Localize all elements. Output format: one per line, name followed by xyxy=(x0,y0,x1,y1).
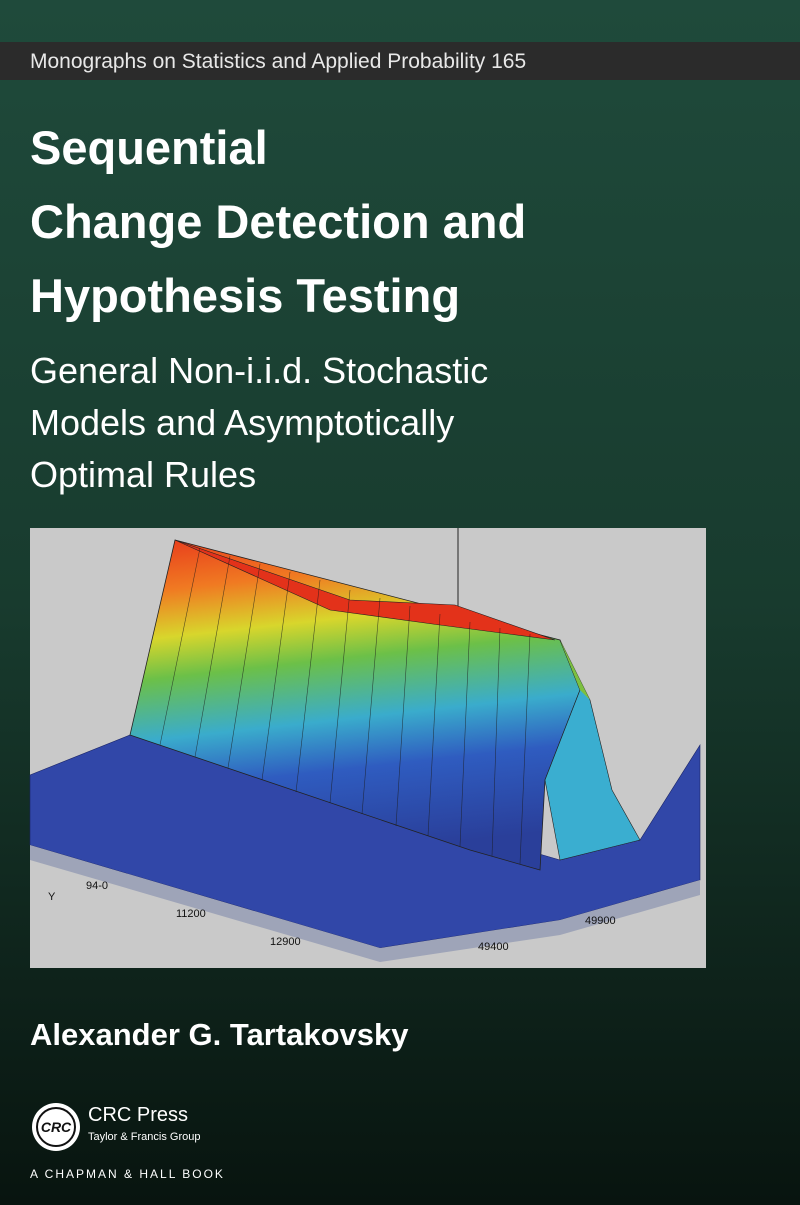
axis-label: Y xyxy=(48,891,56,903)
axis-label: 49900 xyxy=(585,915,616,927)
logo-text: CRC xyxy=(41,1119,72,1135)
logo-circle xyxy=(32,1103,80,1151)
imprint: A CHAPMAN & HALL BOOK xyxy=(30,1167,225,1181)
publisher-group: Taylor & Francis Group xyxy=(88,1131,200,1143)
subtitle-line: General Non-i.i.d. Stochastic xyxy=(30,350,488,391)
figure: 94-0 Y 11200 12900 49400 49900 xyxy=(29,528,706,968)
surface-side-top xyxy=(560,640,590,700)
surface-side xyxy=(544,639,641,861)
axis-label: 12900 xyxy=(270,936,301,948)
base-edge xyxy=(30,845,700,962)
subtitle-line: Optimal Rules xyxy=(30,454,256,495)
author: Alexander G. Tartakovsky xyxy=(30,1017,409,1052)
surface-ridge xyxy=(174,539,556,641)
title-line: Hypothesis Testing xyxy=(30,269,460,322)
title-line: Sequential xyxy=(30,121,268,174)
publisher-name: CRC Press xyxy=(88,1104,188,1126)
axis-label: 49400 xyxy=(478,941,509,953)
title-line: Change Detection and xyxy=(30,195,526,248)
axis-label: 11200 xyxy=(176,908,206,920)
series-band xyxy=(0,42,800,80)
logo-ring xyxy=(36,1107,76,1147)
subtitle-line: Models and Asymptotically xyxy=(30,402,454,443)
publisher: CRC CRC Press Taylor & Francis Group A C… xyxy=(30,1103,225,1181)
surface-mesh xyxy=(159,547,531,865)
series: Monographs on Statistics and Applied Pro… xyxy=(30,50,526,73)
axis-label: 94-0 xyxy=(86,880,108,892)
